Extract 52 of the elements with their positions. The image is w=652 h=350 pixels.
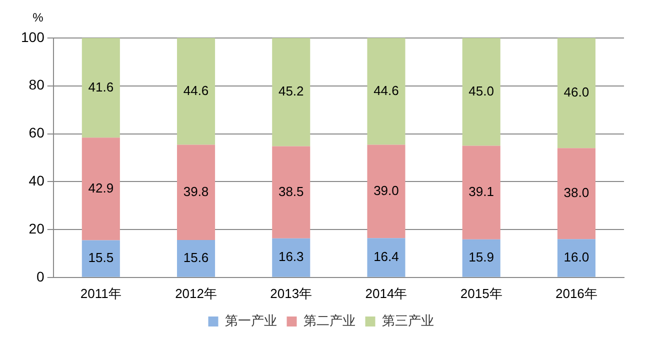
bar	[462, 38, 500, 146]
bar	[82, 240, 120, 277]
data-label: 39.8	[183, 184, 209, 199]
x-tick-label: 2015年	[460, 286, 502, 301]
data-label: 41.6	[88, 79, 114, 94]
bar	[177, 144, 216, 240]
data-label: 16.4	[374, 249, 399, 264]
data-label: 45.0	[468, 83, 494, 98]
data-label: 44.6	[374, 82, 399, 98]
legend-label: 第三产业	[382, 313, 434, 328]
data-label: 15.9	[468, 250, 494, 265]
y-tick-label: 60	[28, 124, 45, 141]
bar	[462, 239, 500, 277]
y-tick-label: 100	[21, 28, 45, 45]
y-tick-label: 40	[28, 172, 45, 188]
bar	[367, 38, 406, 145]
x-tick-label: 2011年	[80, 286, 122, 301]
bar	[177, 240, 216, 277]
data-label: 38.5	[278, 184, 304, 199]
y-tick-label: 80	[28, 76, 45, 93]
bar	[367, 238, 406, 277]
bar	[557, 38, 596, 148]
data-label: 15.5	[88, 250, 114, 266]
legend-label: 第二产业	[303, 313, 356, 328]
data-label: 45.2	[278, 84, 304, 99]
data-label: 39.1	[468, 184, 494, 200]
data-label: 39.0	[374, 183, 399, 198]
bar	[272, 238, 310, 277]
y-axis-title: %	[32, 10, 44, 24]
y-tick-label: 20	[28, 220, 45, 236]
x-tick-label: 2016年	[555, 286, 598, 301]
data-label: 16.0	[564, 250, 590, 265]
bar	[82, 38, 120, 138]
legend-label: 第一产业	[224, 313, 277, 328]
bar	[367, 144, 406, 238]
x-tick-label: 2014年	[365, 286, 408, 301]
bar	[272, 146, 310, 238]
bar	[462, 146, 500, 240]
data-label: 38.0	[564, 185, 590, 200]
y-tick-label: 0	[36, 268, 45, 284]
bar	[272, 38, 310, 146]
bar	[177, 38, 216, 145]
bar	[557, 148, 596, 240]
x-tick-label: 2012年	[175, 286, 217, 301]
data-label: 15.6	[183, 250, 209, 266]
bar	[82, 138, 120, 240]
x-tick-label: 2013年	[270, 286, 312, 301]
data-label: 44.6	[183, 82, 209, 98]
data-label: 46.0	[564, 84, 590, 100]
data-label: 42.9	[88, 180, 114, 196]
data-label: 16.3	[278, 249, 304, 264]
bar	[557, 239, 596, 277]
